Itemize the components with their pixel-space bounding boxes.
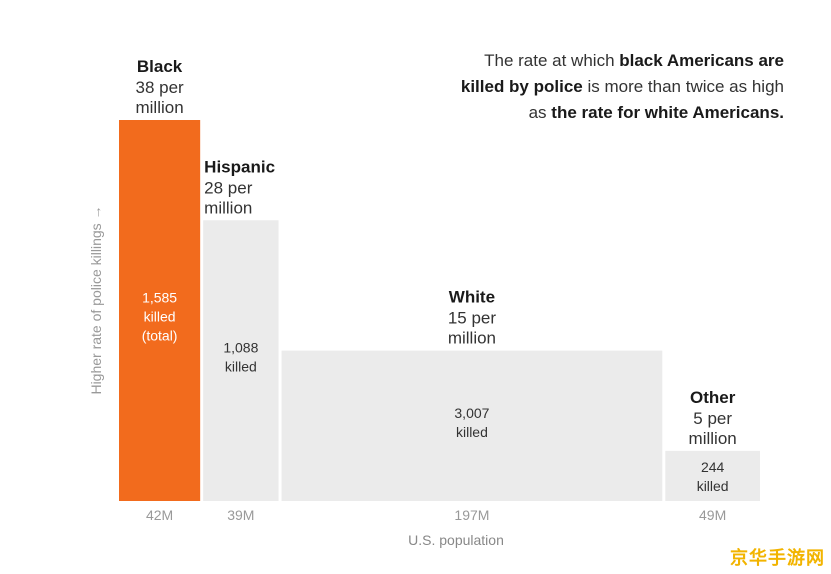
population-label-black: 42M xyxy=(146,507,173,523)
headline-bold-3: the rate for white Americans. xyxy=(551,103,784,122)
headline-bold-2: killed by police xyxy=(460,77,583,96)
x-axis-label: U.S. population xyxy=(408,532,504,548)
category-label-other: Other xyxy=(690,388,736,407)
bar-white xyxy=(281,350,663,501)
population-label-hispanic: 39M xyxy=(227,507,254,523)
killed-count-hispanic: 1,088 xyxy=(223,340,258,356)
killed-count-other: 244 xyxy=(701,459,725,475)
rate-label-other: 5 per xyxy=(693,409,732,428)
killed-word-white: killed xyxy=(456,424,488,440)
headline-text-2: is more than twice as high xyxy=(582,77,784,96)
category-label-black: Black xyxy=(137,57,183,76)
category-label-hispanic: Hispanic xyxy=(204,157,275,176)
bar-other xyxy=(665,450,760,501)
bar-black xyxy=(119,120,201,501)
killed-word-other: killed xyxy=(697,478,729,494)
category-label-white: White xyxy=(449,288,495,307)
rate-unit-label-other: million xyxy=(689,429,737,448)
headline-text-1: The rate at which xyxy=(484,51,620,70)
headline-bold-1: black Americans are xyxy=(619,51,784,70)
killed-count-white: 3,007 xyxy=(454,405,489,421)
chart-headline: The rate at which black Americans are ki… xyxy=(364,48,784,126)
killed-word-hispanic: killed xyxy=(225,359,257,375)
watermark-logo: 京华手游网 xyxy=(730,548,825,568)
killed-note-black: (total) xyxy=(142,328,178,344)
rate-unit-label-black: million xyxy=(135,98,183,117)
rate-label-white: 15 per xyxy=(448,309,497,328)
killed-count-black: 1,585 xyxy=(142,290,177,306)
rate-unit-label-hispanic: million xyxy=(204,198,252,217)
population-label-white: 197M xyxy=(454,507,489,523)
population-label-other: 49M xyxy=(699,507,726,523)
killed-word-black: killed xyxy=(144,309,176,325)
bar-hispanic xyxy=(203,220,279,501)
y-axis-label: Higher rate of police killings → xyxy=(88,205,104,394)
rate-label-hispanic: 28 per xyxy=(204,178,253,197)
bars-group xyxy=(119,120,760,501)
rate-unit-label-white: million xyxy=(448,329,496,348)
rate-label-black: 38 per xyxy=(135,78,184,97)
headline-text-3: as xyxy=(528,103,552,122)
